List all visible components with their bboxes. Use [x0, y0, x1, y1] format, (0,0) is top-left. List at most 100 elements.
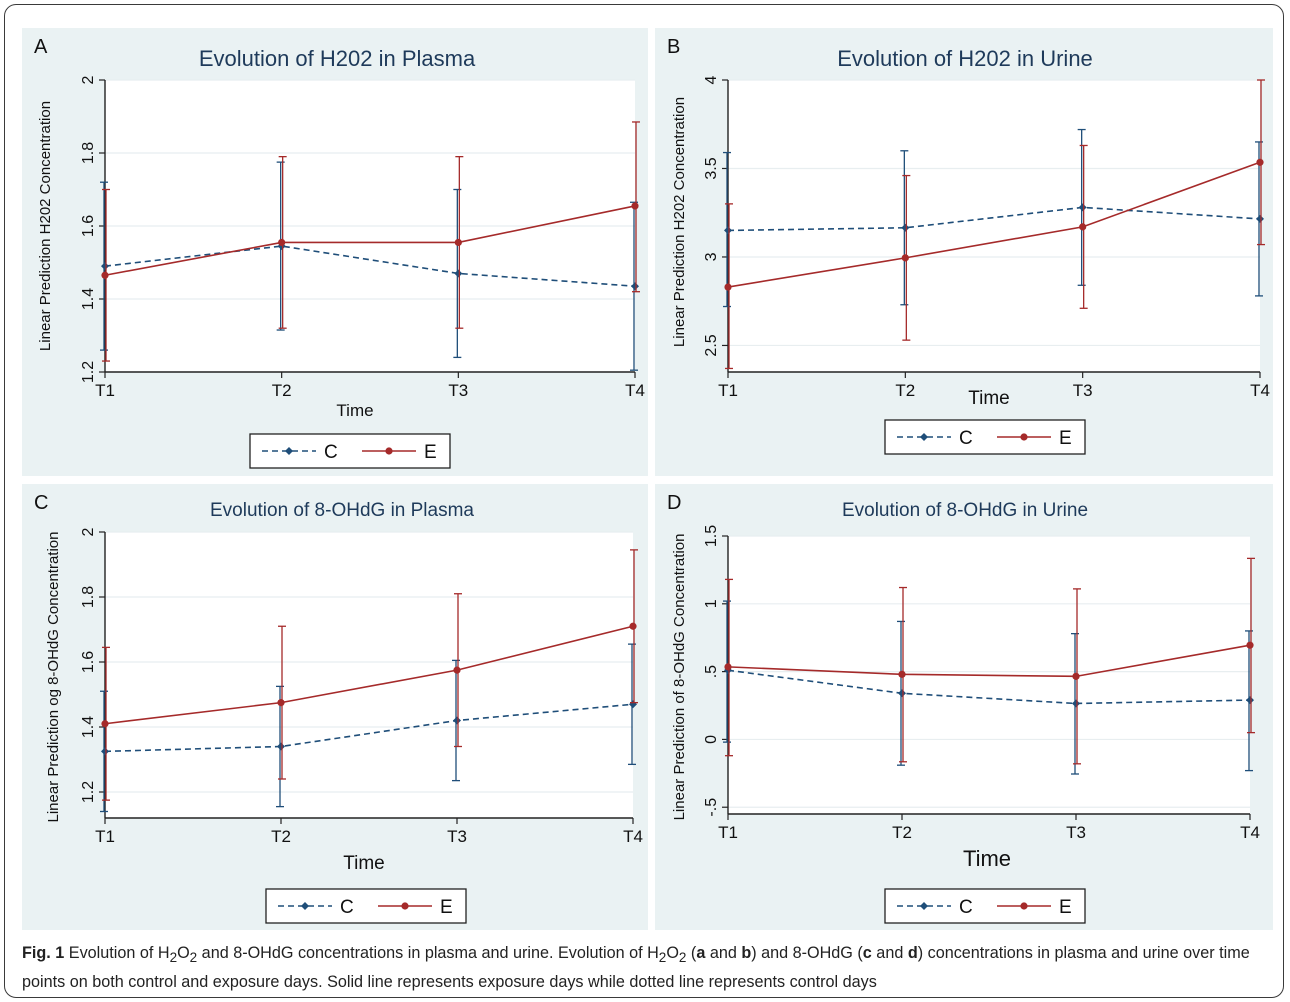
chart-svg: 2.5 3 3.5 4 T1 T2 T3 T4 B Evolution of H202 in Ur… — [667, 36, 1270, 455]
y-tick-label: 1 — [703, 599, 720, 608]
x-axis-label: Time — [963, 846, 1011, 871]
y-tick-label: .5 — [703, 665, 720, 678]
data-point — [724, 283, 732, 291]
data-point — [901, 254, 909, 262]
caption-text: and — [871, 944, 908, 962]
data-point — [1072, 672, 1080, 680]
caption-text: ) and 8-OHdG ( — [751, 944, 863, 962]
series-E — [101, 549, 638, 801]
x-tick-label: T1 — [718, 381, 738, 400]
caption-fig-label: Fig. 1 — [22, 944, 65, 962]
legend-box — [249, 433, 451, 469]
x-tick-label: T2 — [895, 381, 915, 400]
series-line — [727, 644, 1251, 678]
x-tick-label: T4 — [1250, 381, 1270, 400]
data-point — [898, 670, 906, 678]
caption-text: O — [177, 944, 190, 962]
data-point — [1078, 203, 1087, 212]
y-tick-label: 1.6 — [80, 215, 97, 237]
y-tick-label: 0 — [703, 735, 720, 744]
data-point — [454, 269, 463, 278]
legend-marker — [301, 902, 309, 910]
panel-c: 1.2 1.4 1.6 1.8 2 T1 T2 T3 T4 C Evolution of 8-OHd… — [22, 484, 648, 930]
caption-bold: a — [696, 944, 706, 962]
data-point — [901, 223, 910, 232]
chart-title: Evolution of H202 in Plasma — [199, 46, 476, 71]
legend-label: E — [1059, 428, 1072, 449]
series-line — [727, 206, 1261, 232]
x-tick-label: T2 — [892, 823, 912, 842]
chart-title: Evolution of H202 in Urine — [837, 46, 1093, 71]
legend-marker — [385, 447, 393, 455]
data-point — [277, 742, 285, 751]
x-tick-label: T3 — [447, 827, 467, 846]
legend-box — [884, 419, 1086, 455]
data-point — [277, 699, 285, 707]
legend-marker — [401, 902, 409, 910]
chart-title: Evolution of 8-OHdG in Urine — [842, 500, 1088, 521]
data-point — [101, 271, 109, 279]
data-point — [724, 226, 732, 235]
data-point — [898, 689, 906, 698]
data-point — [724, 663, 732, 671]
y-tick-label: 1.4 — [80, 716, 97, 738]
y-tick-label: 1.2 — [80, 361, 97, 383]
data-point — [101, 720, 109, 728]
caption-sub: 2 — [169, 950, 178, 966]
series-E — [724, 79, 1265, 370]
panel-letter: A — [34, 36, 48, 58]
series-C — [100, 643, 637, 813]
series-C — [723, 128, 1264, 308]
data-point — [1072, 699, 1080, 708]
panel-a: 1.2 1.4 1.6 1.8 2 T1 T2 T3 T4 A Evolution of H202 … — [22, 28, 648, 476]
plot-area — [105, 532, 633, 818]
plot-area — [728, 80, 1260, 372]
series-line — [104, 245, 636, 288]
x-axis-label: Time — [968, 388, 1010, 409]
legend-label: C — [959, 428, 973, 449]
y-axis-label: Linear Prediction of 8-OHdG Concentratio… — [671, 534, 688, 821]
x-tick-label: T1 — [95, 381, 115, 400]
y-tick-label: 2 — [80, 75, 97, 84]
data-point — [1256, 214, 1264, 223]
caption-text: ) concentrations in plasma and urine ove… — [22, 944, 1250, 992]
caption-text: Evolution of H — [64, 944, 170, 962]
data-point — [278, 238, 286, 247]
y-axis-label: Linear Prediction H202 Concentration — [37, 101, 54, 351]
data-point — [631, 282, 639, 291]
y-tick-label: 1.6 — [80, 651, 97, 673]
chart-svg: -.5 0 .5 1 1.5 T1 T2 T3 T4 D Evolution of 8-OHdG i… — [667, 492, 1260, 924]
data-point — [101, 747, 109, 756]
caption-bold: d — [907, 944, 918, 962]
y-tick-label: 3.5 — [703, 157, 720, 179]
series-E — [101, 121, 640, 362]
series-line — [727, 161, 1261, 288]
data-point — [454, 238, 462, 247]
legend-label: C — [959, 897, 973, 918]
y-tick-label: 1.8 — [80, 142, 97, 164]
x-tick-label: T4 — [1240, 823, 1260, 842]
legend-box — [265, 888, 467, 924]
data-point — [453, 666, 461, 674]
data-point — [1079, 223, 1087, 231]
caption-text: and 8-OHdG concentrations in plasma and … — [197, 944, 659, 962]
caption-text: O — [666, 944, 679, 962]
x-tick-label: T1 — [95, 827, 115, 846]
x-tick-label: T4 — [623, 827, 643, 846]
panel-letter: D — [667, 492, 681, 514]
y-tick-label: 1.5 — [703, 525, 720, 547]
figure-caption: Fig. 1 Evolution of H2O2 and 8-OHdG conc… — [22, 941, 1272, 994]
data-point — [1256, 158, 1264, 166]
panel-letter: C — [34, 492, 48, 514]
chart-title: Evolution of 8-OHdG in Plasma — [210, 500, 474, 521]
data-point — [1246, 641, 1254, 649]
chart-svg: 1.2 1.4 1.6 1.8 2 T1 T2 T3 T4 A Evolution of H202 … — [34, 36, 645, 469]
data-point — [101, 262, 109, 271]
y-tick-label: 2 — [80, 527, 97, 536]
x-axis-label: Time — [336, 401, 373, 420]
series-line — [104, 625, 634, 725]
data-point — [1246, 696, 1254, 705]
x-axis-label: Time — [343, 853, 385, 874]
